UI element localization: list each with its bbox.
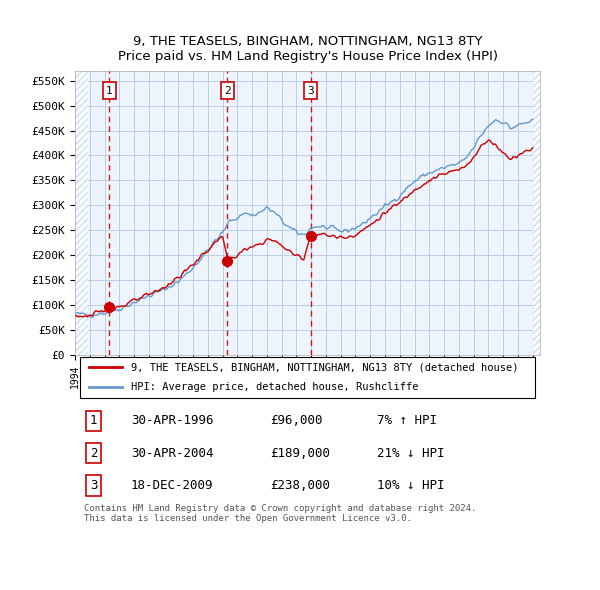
Text: £238,000: £238,000 xyxy=(270,479,330,492)
Text: 9, THE TEASELS, BINGHAM, NOTTINGHAM, NG13 8TY (detached house): 9, THE TEASELS, BINGHAM, NOTTINGHAM, NG1… xyxy=(131,362,518,372)
Text: 1: 1 xyxy=(90,415,97,428)
Text: Contains HM Land Registry data © Crown copyright and database right 2024.
This d: Contains HM Land Registry data © Crown c… xyxy=(84,504,476,523)
Text: 10% ↓ HPI: 10% ↓ HPI xyxy=(377,479,445,492)
FancyBboxPatch shape xyxy=(80,357,535,398)
Text: £96,000: £96,000 xyxy=(270,415,323,428)
Text: 2: 2 xyxy=(224,86,231,96)
Text: 7% ↑ HPI: 7% ↑ HPI xyxy=(377,415,437,428)
Title: 9, THE TEASELS, BINGHAM, NOTTINGHAM, NG13 8TY
Price paid vs. HM Land Registry's : 9, THE TEASELS, BINGHAM, NOTTINGHAM, NG1… xyxy=(118,35,497,63)
Text: 3: 3 xyxy=(307,86,314,96)
Text: 2: 2 xyxy=(90,447,97,460)
Text: 21% ↓ HPI: 21% ↓ HPI xyxy=(377,447,445,460)
Bar xyxy=(75,71,88,355)
Text: 18-DEC-2009: 18-DEC-2009 xyxy=(131,479,214,492)
Text: 1: 1 xyxy=(106,86,113,96)
Text: 3: 3 xyxy=(90,479,97,492)
Text: 30-APR-1996: 30-APR-1996 xyxy=(131,415,214,428)
Text: HPI: Average price, detached house, Rushcliffe: HPI: Average price, detached house, Rush… xyxy=(131,382,418,392)
Bar xyxy=(533,71,540,355)
Text: 30-APR-2004: 30-APR-2004 xyxy=(131,447,214,460)
Text: £189,000: £189,000 xyxy=(270,447,330,460)
